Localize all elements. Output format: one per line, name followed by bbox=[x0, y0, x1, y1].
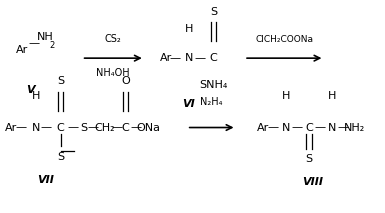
Text: NH: NH bbox=[37, 32, 54, 42]
Text: —: — bbox=[16, 122, 27, 132]
Text: —: — bbox=[314, 122, 325, 132]
Text: N₂H₄: N₂H₄ bbox=[200, 97, 223, 107]
Text: S: S bbox=[57, 76, 64, 86]
Text: —: — bbox=[112, 122, 123, 132]
Text: N: N bbox=[32, 122, 40, 132]
Text: NH₄OH: NH₄OH bbox=[96, 68, 130, 78]
Text: VI: VI bbox=[182, 99, 195, 109]
Text: —: — bbox=[28, 38, 39, 48]
Text: —: — bbox=[194, 53, 206, 63]
Text: H: H bbox=[32, 91, 40, 101]
Text: —: — bbox=[87, 122, 99, 132]
Text: S: S bbox=[306, 154, 313, 164]
Text: V: V bbox=[26, 85, 34, 95]
Text: ONa: ONa bbox=[137, 122, 161, 132]
Text: SNH₄: SNH₄ bbox=[199, 81, 228, 91]
Text: S: S bbox=[80, 122, 87, 132]
Text: C: C bbox=[305, 122, 313, 132]
Text: C: C bbox=[210, 53, 218, 63]
Text: N: N bbox=[328, 122, 336, 132]
Text: CS₂: CS₂ bbox=[105, 34, 121, 44]
Text: H: H bbox=[328, 91, 336, 101]
Text: VII: VII bbox=[37, 175, 54, 185]
Text: H: H bbox=[282, 91, 290, 101]
Text: Ar: Ar bbox=[257, 122, 270, 132]
Text: S: S bbox=[210, 7, 217, 17]
Text: C: C bbox=[122, 122, 129, 132]
Text: —: — bbox=[68, 122, 79, 132]
Text: 2: 2 bbox=[49, 41, 54, 50]
Text: Ar: Ar bbox=[5, 122, 17, 132]
Text: VIII: VIII bbox=[302, 177, 323, 187]
Text: C: C bbox=[57, 122, 65, 132]
Text: CH₂: CH₂ bbox=[94, 122, 115, 132]
Text: —: — bbox=[170, 53, 181, 63]
Text: —: — bbox=[337, 122, 348, 132]
Text: Ar: Ar bbox=[16, 45, 28, 55]
Text: Ar: Ar bbox=[160, 53, 172, 63]
Text: —: — bbox=[267, 122, 278, 132]
Text: ClCH₂COONa: ClCH₂COONa bbox=[255, 35, 313, 44]
Text: —: — bbox=[291, 122, 302, 132]
Text: —: — bbox=[131, 122, 142, 132]
Text: —: — bbox=[40, 122, 52, 132]
Text: N: N bbox=[282, 122, 290, 132]
Text: N: N bbox=[184, 53, 193, 63]
Text: S: S bbox=[57, 152, 64, 162]
Text: H: H bbox=[184, 24, 193, 34]
Text: O: O bbox=[121, 76, 130, 86]
Text: NH₂: NH₂ bbox=[344, 122, 366, 132]
